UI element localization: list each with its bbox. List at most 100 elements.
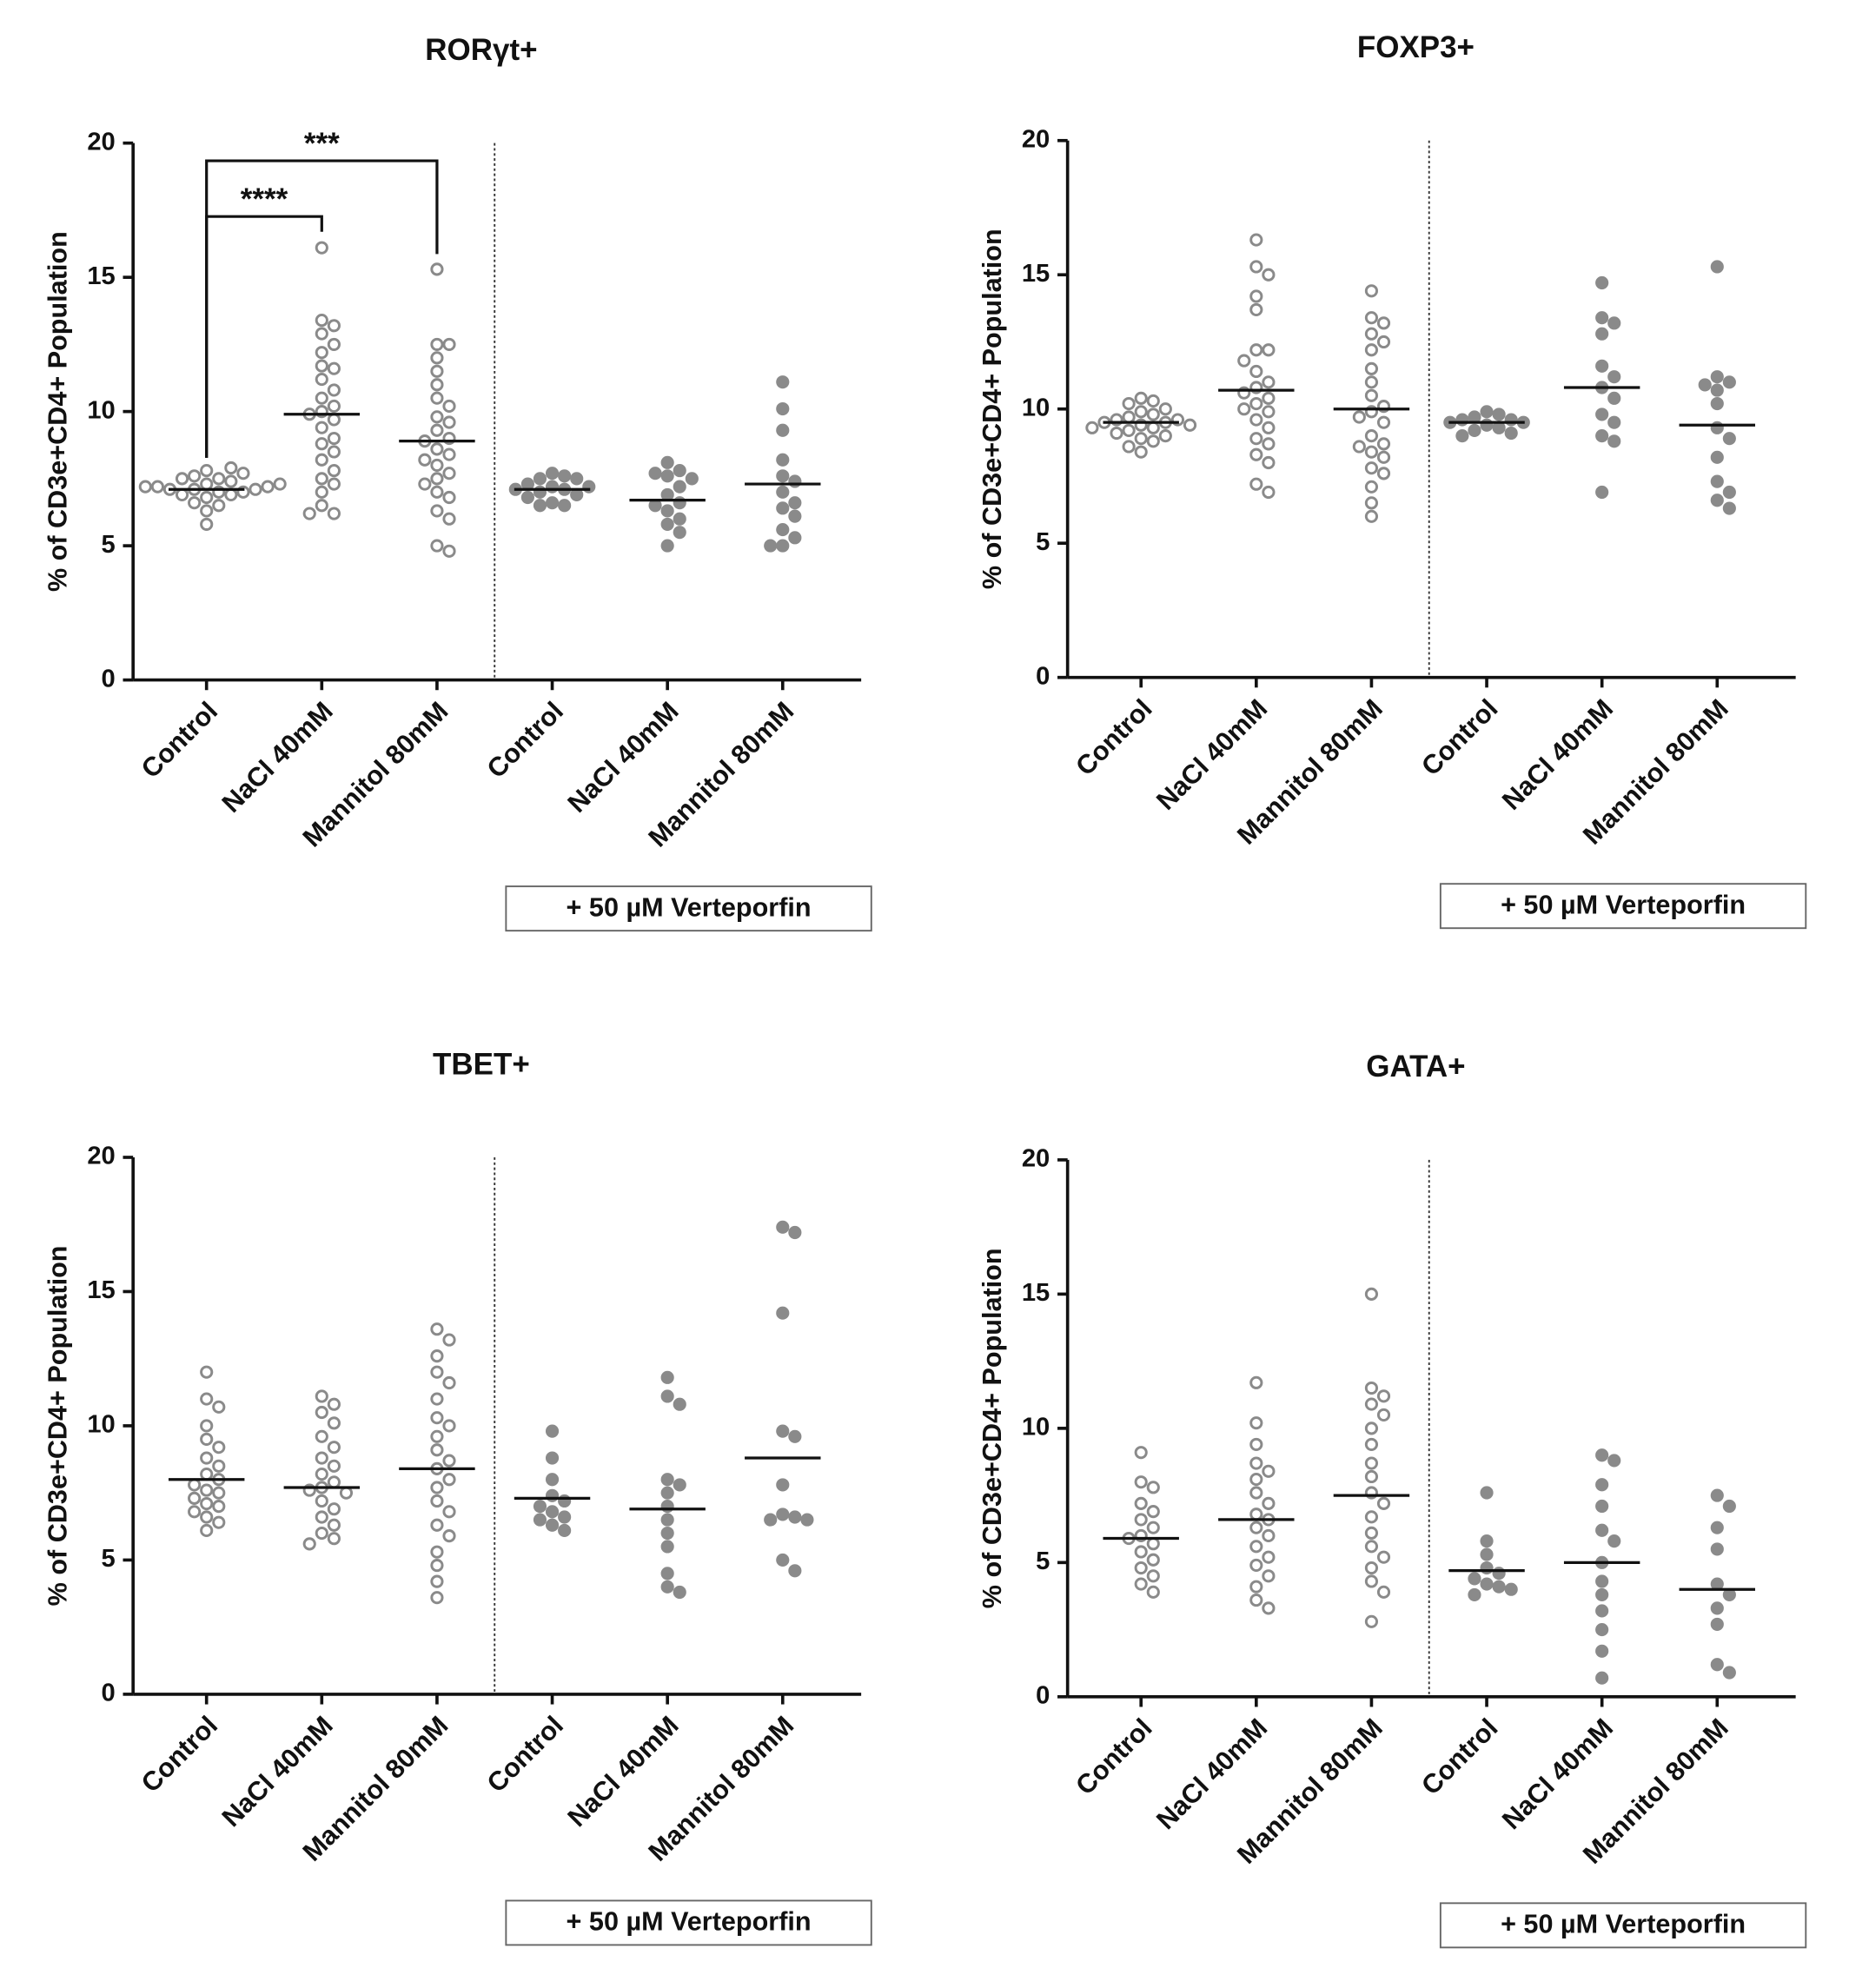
data-point <box>418 453 432 467</box>
data-point <box>1710 474 1724 488</box>
data-point <box>660 1370 674 1384</box>
data-point <box>660 1540 674 1554</box>
data-point <box>1504 426 1518 441</box>
data-point <box>800 1513 814 1527</box>
data-point <box>558 469 572 483</box>
y-axis-label: % of CD3e+CD4+ Population <box>978 1248 1007 1608</box>
data-point <box>1237 354 1251 368</box>
data-point <box>660 1567 674 1580</box>
data-point <box>1376 1550 1391 1564</box>
data-point <box>1376 450 1391 464</box>
data-point <box>1504 1582 1518 1596</box>
data-point <box>249 482 262 496</box>
data-point <box>1607 1454 1621 1468</box>
data-point <box>1595 429 1609 443</box>
data-point <box>200 464 214 478</box>
data-point <box>315 327 328 341</box>
data-point <box>442 467 456 480</box>
x-tick-label: NaCl 40mM <box>1151 693 1274 816</box>
y-tick-label: 20 <box>87 1143 115 1170</box>
data-point <box>1146 434 1160 448</box>
data-point <box>315 241 328 255</box>
data-point <box>776 1220 790 1234</box>
treatment-label: + 50 µM Verteporfin <box>1501 891 1746 920</box>
data-point <box>430 539 444 553</box>
data-point <box>788 1225 802 1240</box>
data-point <box>1710 450 1724 464</box>
data-point <box>1376 467 1391 480</box>
data-point <box>1364 480 1379 494</box>
data-point <box>1364 284 1379 298</box>
data-point <box>273 477 287 491</box>
data-point <box>327 431 341 446</box>
data-point <box>776 1306 790 1320</box>
x-tick-label: Control <box>1070 1713 1158 1800</box>
data-point <box>1468 410 1481 424</box>
data-point <box>533 499 547 513</box>
data-point <box>430 1411 444 1425</box>
data-point <box>138 480 152 494</box>
data-point <box>1607 370 1621 384</box>
data-point <box>224 474 238 488</box>
data-point <box>673 1397 686 1411</box>
data-point <box>673 464 686 478</box>
data-point <box>1595 1574 1609 1588</box>
data-point <box>1249 1508 1263 1521</box>
data-point <box>327 464 341 478</box>
data-point <box>1364 1540 1379 1554</box>
data-point <box>327 445 341 459</box>
data-point <box>327 337 341 351</box>
data-point <box>1134 1446 1148 1460</box>
data-point <box>430 423 444 437</box>
data-point <box>1249 1486 1263 1500</box>
data-point <box>545 1518 560 1532</box>
data-point <box>200 1365 214 1379</box>
data-point <box>430 1559 444 1573</box>
data-point <box>430 504 444 518</box>
data-point <box>442 1375 456 1390</box>
data-point <box>315 1467 328 1481</box>
data-point <box>1480 1577 1494 1591</box>
data-point <box>1249 1521 1263 1534</box>
data-point <box>302 1537 316 1551</box>
data-point <box>1376 437 1391 451</box>
data-point <box>442 1419 456 1433</box>
data-point <box>1134 1561 1148 1575</box>
data-point <box>1722 485 1736 500</box>
data-point <box>430 1545 444 1559</box>
data-point <box>430 1518 444 1532</box>
data-point <box>327 1475 341 1489</box>
data-point <box>302 507 316 520</box>
data-point <box>1722 1587 1736 1601</box>
data-point <box>545 1424 560 1438</box>
chart-title: RORγt+ <box>425 33 537 67</box>
data-point <box>261 480 275 494</box>
data-point <box>1364 1561 1379 1575</box>
data-point <box>520 477 534 491</box>
data-point <box>1468 423 1481 438</box>
data-point <box>1595 1478 1609 1492</box>
data-point <box>442 1454 456 1468</box>
data-point <box>315 485 328 499</box>
data-point <box>442 1505 456 1519</box>
data-point <box>1146 1505 1160 1519</box>
data-point <box>1249 1456 1263 1470</box>
data-point <box>1262 391 1276 405</box>
data-point <box>315 1510 328 1524</box>
data-point <box>224 461 238 475</box>
data-point <box>776 522 790 537</box>
x-tick-label: NaCl 40mM <box>1496 1713 1619 1835</box>
data-point <box>1595 311 1609 325</box>
data-point <box>212 1515 226 1529</box>
data-point <box>1262 375 1276 389</box>
data-point <box>1134 432 1148 446</box>
data-point <box>776 469 790 483</box>
data-point <box>188 1478 202 1492</box>
x-tick-label: Control <box>1070 693 1158 781</box>
data-point <box>1710 1601 1724 1615</box>
data-point <box>442 544 456 558</box>
y-tick-label: 20 <box>87 128 115 156</box>
data-point <box>1376 1585 1391 1599</box>
chart-title: GATA+ <box>1366 1050 1465 1083</box>
data-point <box>200 1451 214 1465</box>
